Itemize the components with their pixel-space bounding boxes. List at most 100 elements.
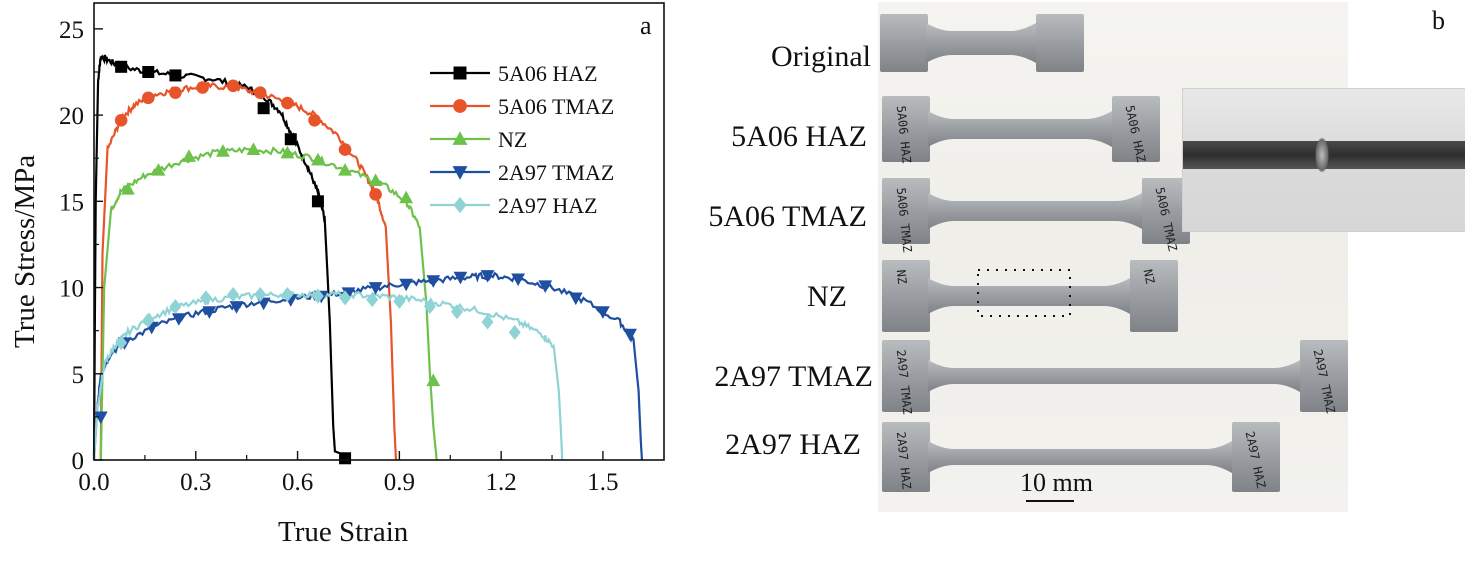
sample-label-2a97-haz: 2A97 HAZ <box>725 428 861 461</box>
specimen-5a06-haz: 5A06 HAZ 5A06 HAZ <box>882 96 1160 164</box>
specimen-marking: 2A97 HAZ <box>894 431 914 490</box>
specimen-marking: 5A06 TMAZ <box>894 187 915 253</box>
marker-2a97-haz-10 <box>393 293 406 309</box>
specimen-gauge <box>928 441 1232 473</box>
specimen-grip-left <box>882 260 930 332</box>
marker-2a97-tmaz-17 <box>568 292 583 306</box>
specimen-gauge <box>928 360 1300 392</box>
specimen-grip-left <box>882 96 930 162</box>
plot-frame <box>93 2 665 461</box>
marker-nz-1 <box>151 163 166 176</box>
y-tick-label: 0 <box>72 448 85 475</box>
marker-2a97-haz-14 <box>508 324 521 340</box>
specimen-drawing: 5A06 HAZ 5A06 HAZ 5A06 TMAZ 5A06 TMAZ NZ NZ 2A… <box>880 14 1348 492</box>
marker-nz-3 <box>216 144 230 157</box>
specimen-grip-right <box>1112 96 1160 162</box>
y-tick-label: 15 <box>59 189 84 216</box>
legend-marker-2a97-haz <box>453 196 467 214</box>
marker-5a06-tmaz-9 <box>369 188 382 201</box>
marker-2a97-tmaz-18 <box>596 306 610 319</box>
marker-2a97-haz-9 <box>366 292 379 308</box>
specimen-grip-right <box>1300 340 1348 412</box>
marker-nz-4 <box>246 142 261 155</box>
legend-marker-2a97-tmaz <box>452 166 468 180</box>
specimen-nz: NZ NZ <box>882 260 1178 332</box>
y-tick-label: 25 <box>59 17 84 44</box>
legend-marker-nz <box>452 131 468 145</box>
marker-2a97-haz-13 <box>481 314 494 330</box>
specimen-marking: NZ <box>894 269 909 285</box>
marker-2a97-tmaz-15 <box>511 273 526 287</box>
series-line-2a97-haz <box>92 289 564 461</box>
marker-2a97-tmaz-10 <box>368 282 383 295</box>
specimen-marking: NZ <box>1141 268 1158 285</box>
x-axis-title: True Strain <box>278 516 409 548</box>
legend-label-5a06-haz: 5A06 HAZ <box>498 61 598 86</box>
marker-5a06-haz-6 <box>339 452 352 465</box>
x-tick-label: 1.2 <box>486 469 517 496</box>
specimen-2a97-tmaz: 2A97 TMAZ 2A97 TMAZ <box>882 340 1348 415</box>
specimen-grip-left <box>882 178 930 244</box>
marker-2a97-haz-6 <box>281 286 294 302</box>
specimen-gauge <box>928 111 1112 147</box>
marker-5a06-tmaz-3 <box>196 81 209 94</box>
marker-5a06-tmaz-4 <box>226 79 240 93</box>
marker-nz-2 <box>182 149 196 162</box>
specimen-marking: 2A97 TMAZ <box>894 349 915 415</box>
marker-2a97-haz-1 <box>142 312 155 328</box>
marker-5a06-haz-0 <box>115 60 128 73</box>
marker-2a97-tmaz-3 <box>171 313 186 326</box>
x-tick-label: 1.5 <box>587 469 618 496</box>
scale-bar-label: 10 mm <box>1020 468 1093 497</box>
sample-label-5a06-tmaz: 5A06 TMAZ <box>708 200 867 233</box>
specimen-grip-left <box>882 422 930 492</box>
marker-nz-9 <box>399 190 414 204</box>
axes-layer <box>93 2 665 461</box>
marker-nz-6 <box>311 152 325 166</box>
y-tick-label: 10 <box>59 276 84 303</box>
fracture-inset <box>1182 88 1465 232</box>
legend-marker-5a06-haz <box>453 66 467 80</box>
nz-dotted-box <box>977 269 1071 317</box>
marker-5a06-tmaz-2 <box>169 86 182 99</box>
marker-nz-0 <box>121 182 135 195</box>
specimen-marking: 5A06 HAZ <box>894 105 914 164</box>
series-line-5a06-tmaz <box>99 82 398 461</box>
marker-2a97-tmaz-0 <box>93 411 108 425</box>
panel-label-a: a <box>640 11 652 40</box>
sample-label-5a06-haz: 5A06 HAZ <box>731 120 867 153</box>
sample-label-original: Original <box>771 40 871 73</box>
marker-nz-5 <box>280 145 295 159</box>
legend-marker-5a06-tmaz <box>453 99 467 113</box>
marker-2a97-tmaz-5 <box>229 301 244 314</box>
marker-2a97-tmaz-4 <box>202 306 217 319</box>
specimen-photo: 5A06 HAZ 5A06 HAZ 5A06 TMAZ 5A06 TMAZ NZ NZ 2A… <box>878 2 1348 512</box>
marker-5a06-tmaz-1 <box>141 91 155 105</box>
scale-bar <box>1026 500 1074 502</box>
marker-2a97-haz-3 <box>199 290 212 306</box>
legend-label-nz: NZ <box>498 127 527 152</box>
y-tick-label: 5 <box>72 362 85 389</box>
marker-2a97-haz-5 <box>254 286 267 302</box>
specimen-gauge <box>928 193 1142 229</box>
marker-2a97-tmaz-16 <box>538 280 553 294</box>
marker-2a97-haz-2 <box>169 299 182 315</box>
legend-label-2a97-haz: 2A97 HAZ <box>498 193 598 218</box>
x-tick-label: 0.3 <box>180 469 211 496</box>
marker-nz-10 <box>426 373 441 387</box>
specimen-original <box>880 14 1084 72</box>
chart-legend: 5A06 HAZ 5A06 TMAZ NZ 2A97 TMAZ 2A97 HAZ <box>430 61 614 218</box>
marker-5a06-haz-3 <box>257 102 270 115</box>
sample-label-2a97-tmaz: 2A97 TMAZ <box>714 360 873 393</box>
marker-5a06-tmaz-0 <box>114 113 128 127</box>
x-tick-label: 0.0 <box>78 469 109 496</box>
marker-5a06-tmaz-7 <box>308 113 321 127</box>
legend-label-5a06-tmaz: 5A06 TMAZ <box>498 94 614 119</box>
specimen-grip-left <box>880 14 928 72</box>
marker-5a06-haz-1 <box>142 65 155 78</box>
y-tick-label: 20 <box>59 103 84 130</box>
marker-2a97-tmaz-13 <box>453 271 468 285</box>
marker-2a97-haz-11 <box>423 299 436 315</box>
panel-label-b: b <box>1432 6 1445 35</box>
